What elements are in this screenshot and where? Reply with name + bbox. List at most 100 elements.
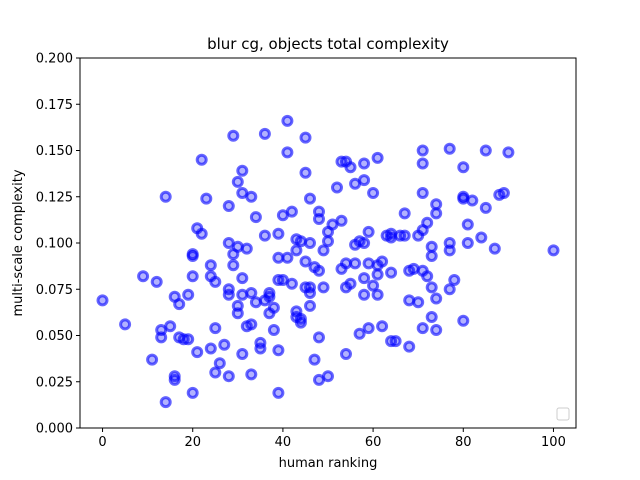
data-point <box>457 314 470 327</box>
data-point <box>227 129 240 142</box>
y-tick-label: 0.025 <box>36 375 73 390</box>
data-point <box>416 144 429 157</box>
y-tick-label: 0.125 <box>36 190 73 205</box>
data-point <box>362 257 375 270</box>
data-point <box>267 324 280 336</box>
data-point <box>245 287 258 299</box>
data-point <box>159 396 172 409</box>
data-point <box>308 353 321 366</box>
data-point <box>331 181 343 194</box>
data-point <box>240 242 253 255</box>
data-point <box>245 190 258 203</box>
data-point <box>335 214 348 227</box>
data-point <box>254 342 267 355</box>
y-tick-label: 0.175 <box>36 98 73 113</box>
y-tick-label: 0.200 <box>36 52 73 67</box>
data-point <box>182 288 195 301</box>
data-point <box>186 250 199 262</box>
x-tick-label: 60 <box>365 435 382 450</box>
data-point <box>281 146 294 159</box>
data-point <box>204 259 217 272</box>
data-point <box>231 307 244 320</box>
data-point <box>443 244 456 257</box>
data-point <box>457 161 470 174</box>
data-point <box>421 216 434 229</box>
data-point <box>443 283 456 296</box>
data-point <box>258 127 271 140</box>
data-point <box>389 335 402 348</box>
data-point <box>403 294 416 307</box>
data-point <box>218 338 231 351</box>
data-point <box>245 318 258 331</box>
data-point <box>299 166 312 179</box>
data-point <box>322 235 334 248</box>
data-point <box>398 207 411 220</box>
data-point <box>173 298 186 311</box>
data-point <box>222 288 235 301</box>
data-point <box>430 198 443 211</box>
data-point <box>213 357 226 370</box>
data-point <box>443 142 456 155</box>
data-point <box>371 288 384 301</box>
y-axis-label: multi-scale complexity <box>11 169 26 316</box>
data-point <box>349 257 362 270</box>
data-point <box>209 322 222 335</box>
data-point <box>403 340 416 353</box>
data-point <box>358 157 371 170</box>
y-tick-label: 0.050 <box>36 329 73 344</box>
data-point <box>294 235 307 248</box>
data-point <box>299 255 312 268</box>
data-point <box>96 294 109 307</box>
data-point <box>475 231 488 244</box>
data-point <box>416 187 429 199</box>
data-point <box>304 192 316 205</box>
data-point <box>222 200 235 212</box>
data-point <box>416 157 429 170</box>
x-tick-label: 0 <box>98 435 106 450</box>
x-axis-label: human ranking <box>279 456 378 471</box>
data-point <box>227 259 240 272</box>
data-point <box>376 320 389 333</box>
data-point <box>186 386 199 399</box>
data-point <box>222 370 235 383</box>
data-point <box>425 281 438 294</box>
data-point <box>461 237 474 249</box>
data-point <box>304 237 316 249</box>
data-point <box>488 242 501 255</box>
y-tick-label: 0.075 <box>36 283 73 298</box>
data-point <box>466 194 479 207</box>
chart-title: blur cg, objects total complexity <box>207 35 449 53</box>
data-point <box>245 368 258 381</box>
data-point <box>236 348 249 360</box>
x-axis-ticks: 0 20 40 60 80 100 <box>98 428 566 450</box>
y-tick-label: 0.100 <box>36 237 73 252</box>
data-point <box>448 274 461 286</box>
data-point <box>159 190 172 203</box>
data-point <box>164 320 177 333</box>
data-point <box>425 311 438 323</box>
data-point <box>547 244 560 257</box>
x-tick-label: 80 <box>455 435 472 450</box>
data-point <box>186 270 199 283</box>
data-point <box>358 174 371 187</box>
data-point <box>358 288 371 301</box>
y-tick-label: 0.000 <box>36 422 73 437</box>
data-point <box>299 131 312 144</box>
data-point <box>267 301 280 314</box>
legend-box <box>556 407 570 421</box>
data-point <box>479 201 492 214</box>
data-point <box>430 207 443 220</box>
data-point <box>340 348 352 360</box>
data-point <box>249 211 262 224</box>
data-point <box>272 386 285 399</box>
data-point <box>182 333 195 346</box>
data-point <box>362 322 375 335</box>
data-point <box>416 322 429 335</box>
data-point <box>272 227 285 240</box>
data-point <box>249 296 262 309</box>
data-point <box>285 205 298 218</box>
data-point <box>317 244 330 257</box>
data-point <box>344 161 357 174</box>
data-point <box>317 281 330 294</box>
